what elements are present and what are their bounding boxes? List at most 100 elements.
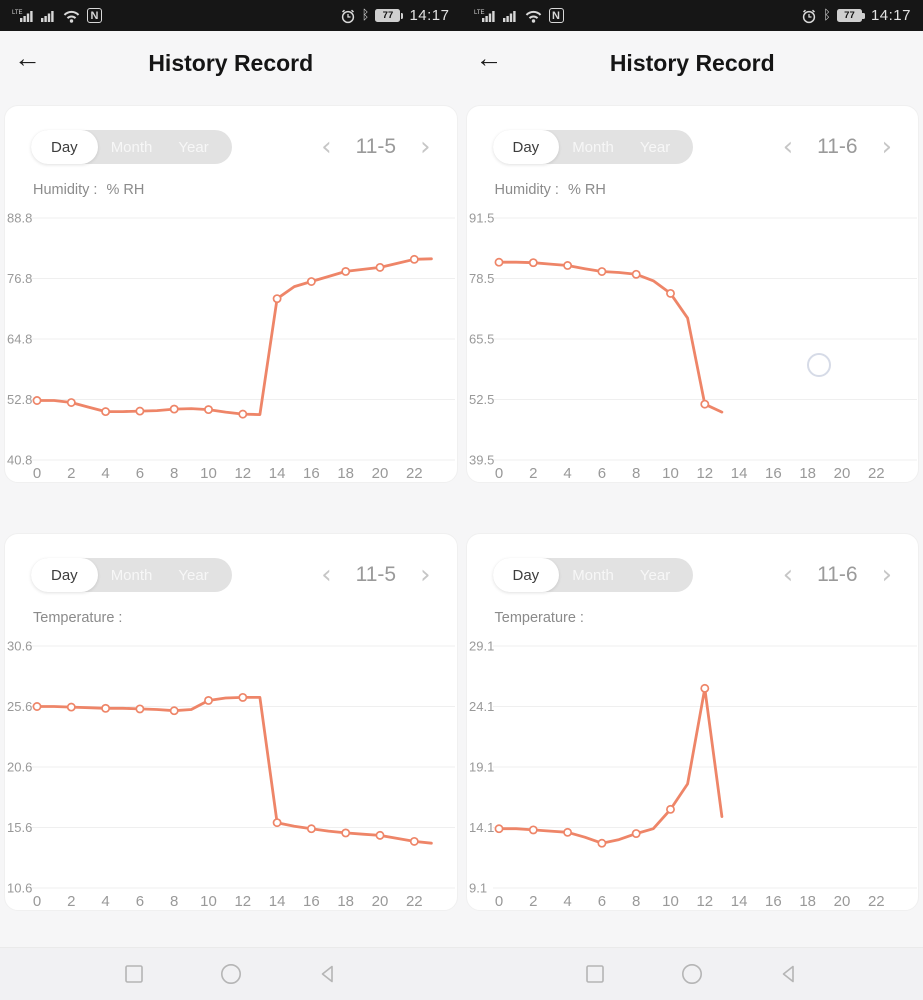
phone-screen-right: LTE N ᛒ 77 14:17: [461, 0, 923, 1000]
nfc-icon: N: [87, 8, 102, 23]
phone-screen-left: LTE N ᛒ 77 14:17: [0, 0, 462, 1000]
svg-text:16: 16: [765, 893, 782, 910]
svg-text:12: 12: [234, 893, 251, 910]
svg-text:2: 2: [67, 893, 75, 910]
bluetooth-icon: ᛒ: [823, 8, 831, 23]
home-button[interactable]: [681, 963, 703, 985]
tab-month[interactable]: Month: [572, 566, 614, 584]
next-date-button[interactable]: ›: [881, 131, 892, 162]
svg-text:16: 16: [303, 893, 320, 910]
svg-text:52.5: 52.5: [469, 392, 494, 407]
svg-text:40.8: 40.8: [7, 453, 32, 468]
svg-text:78.5: 78.5: [469, 271, 494, 286]
svg-text:22: 22: [867, 465, 884, 482]
svg-text:6: 6: [597, 465, 605, 482]
signal-icon: [41, 11, 54, 22]
tab-year[interactable]: Year: [639, 566, 671, 584]
svg-text:22: 22: [406, 465, 423, 482]
svg-text:91.5: 91.5: [469, 211, 494, 226]
svg-text:18: 18: [337, 465, 354, 482]
home-button[interactable]: [220, 963, 242, 985]
status-left-icons: LTE N: [474, 8, 564, 23]
metric-label: Humidity :% RH: [33, 182, 145, 198]
date-label: 11-6: [817, 135, 858, 158]
status-bar: LTE N ᛒ 77 14:17: [0, 0, 462, 31]
tab-day[interactable]: Day: [492, 558, 560, 592]
svg-text:19.1: 19.1: [469, 760, 494, 775]
next-date-button[interactable]: ›: [881, 559, 892, 590]
svg-text:14: 14: [730, 893, 747, 910]
prev-date-button[interactable]: ‹: [321, 559, 332, 590]
svg-text:14: 14: [269, 893, 286, 910]
tab-day[interactable]: Day: [492, 130, 560, 164]
tab-month[interactable]: Month: [572, 138, 614, 156]
battery-indicator: 77: [375, 9, 404, 22]
next-date-button[interactable]: ›: [420, 131, 431, 162]
page-title: History Record: [609, 49, 775, 76]
metric-label: Temperature :: [494, 610, 584, 626]
android-nav-bar: [0, 947, 462, 1000]
back-button[interactable]: ←: [475, 43, 503, 73]
android-nav-bar: [461, 947, 923, 1000]
svg-text:6: 6: [136, 465, 144, 482]
tab-month[interactable]: Month: [110, 138, 153, 156]
wifi-icon: [63, 10, 80, 23]
tab-year[interactable]: Year: [178, 566, 209, 584]
status-right-icons: ᛒ 77 14:17: [340, 7, 450, 24]
nfc-icon: N: [548, 8, 564, 23]
svg-text:29.1: 29.1: [469, 639, 494, 654]
tab-day[interactable]: Day: [31, 130, 98, 164]
tab-year[interactable]: Year: [639, 138, 671, 156]
lte-signal-icon: LTE: [474, 10, 495, 22]
svg-text:14.1: 14.1: [469, 820, 494, 835]
svg-text:76.8: 76.8: [7, 271, 32, 286]
svg-text:6: 6: [597, 893, 605, 910]
recents-button[interactable]: [585, 964, 605, 984]
recents-button[interactable]: [124, 964, 144, 984]
svg-text:15.6: 15.6: [7, 820, 32, 835]
date-label: 11-6: [817, 563, 858, 586]
period-toggle: Day Month Year: [492, 558, 694, 592]
date-label: 11-5: [355, 563, 397, 586]
next-date-button[interactable]: ›: [420, 559, 431, 590]
svg-text:12: 12: [696, 465, 713, 482]
svg-text:16: 16: [303, 465, 320, 482]
svg-text:14: 14: [730, 465, 747, 482]
app-header: ← History Record: [462, 31, 923, 95]
metric-label: Temperature :: [33, 610, 123, 626]
date-navigator: ‹ 11-5 ›: [321, 559, 431, 590]
tab-month[interactable]: Month: [110, 566, 153, 584]
page-title: History Record: [148, 49, 314, 76]
tab-year[interactable]: Year: [178, 138, 209, 156]
humidity-card: Day Month Year ‹ 11-5 › Humidity :% RH 8…: [4, 105, 458, 483]
svg-text:10: 10: [200, 465, 217, 482]
back-nav-button[interactable]: [779, 964, 799, 984]
alarm-clock-icon: [341, 9, 354, 23]
clock: 14:17: [870, 7, 911, 24]
svg-text:0: 0: [494, 893, 502, 910]
date-navigator: ‹ 11-6 ›: [782, 559, 892, 590]
svg-text:2: 2: [529, 465, 537, 482]
svg-text:LTE: LTE: [474, 10, 485, 16]
clock: 14:17: [409, 7, 450, 24]
period-toggle: Day Month Year: [31, 130, 232, 164]
date-navigator: ‹ 11-6 ›: [782, 131, 892, 162]
date-navigator: ‹ 11-5 ›: [321, 131, 431, 162]
svg-text:22: 22: [867, 893, 884, 910]
temperature-chart: 30.6 25.6 20.6 15.6 10.60 2 4 6 8 10 12 14 16 18 20 22: [7, 639, 455, 910]
svg-text:10: 10: [200, 893, 217, 910]
svg-text:18: 18: [337, 893, 354, 910]
back-button[interactable]: ←: [14, 43, 41, 73]
svg-text:14: 14: [269, 465, 286, 482]
prev-date-button[interactable]: ‹: [321, 131, 332, 162]
tab-day[interactable]: Day: [31, 558, 98, 592]
svg-text:18: 18: [799, 893, 816, 910]
temperature-card: Day Month Year ‹ 11-6 › Temperature : 29…: [465, 533, 919, 911]
humidity-card: Day Month Year ‹ 11-6 › Humidity :% RH 9…: [465, 105, 919, 483]
back-nav-button[interactable]: [318, 964, 338, 984]
svg-text:65.5: 65.5: [469, 332, 494, 347]
svg-text:20: 20: [833, 893, 850, 910]
prev-date-button[interactable]: ‹: [782, 131, 794, 162]
svg-text:0: 0: [33, 893, 41, 910]
prev-date-button[interactable]: ‹: [782, 559, 794, 590]
